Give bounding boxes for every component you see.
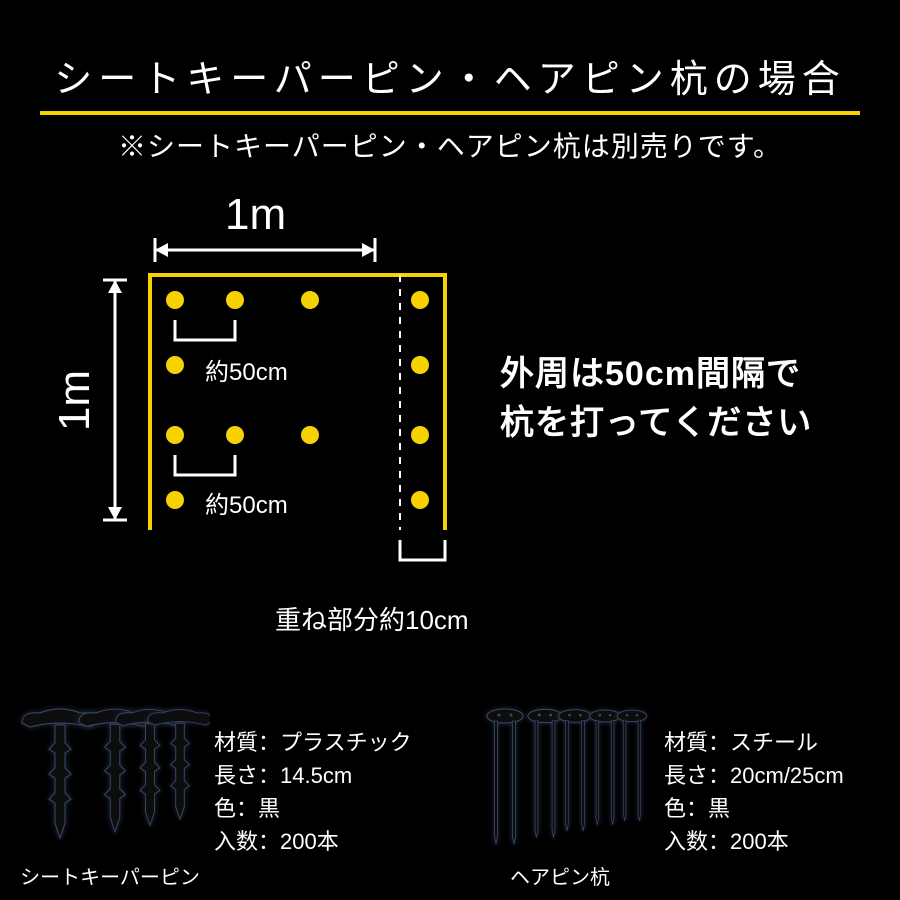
sold-separately-note: ※シートキーパーピン・ヘアピン杭は別売りです。	[0, 125, 900, 165]
layout-diagram: 1m 1m 約50cm 約50cm	[60, 210, 500, 630]
spacing-label-2: 約50cm	[205, 485, 288, 520]
page-title: シートキーパーピン・ヘアピン杭の場合	[0, 0, 900, 103]
diagram-svg	[60, 210, 500, 630]
product-row: シートキーパーピン 材質：プラスチック 長さ：14.5cm 色：黒 入数：200…	[0, 670, 900, 900]
instruction-line-1: 外周は50cm間隔で	[500, 355, 801, 393]
hairpin-specs: 材質：スチール 長さ：20cm/25cm 色：黒 入数：200本	[660, 726, 844, 888]
overlap-label: 重ね部分約10cm	[275, 600, 469, 637]
product-hairpin: ヘアピン杭 材質：スチール 長さ：20cm/25cm 色：黒 入数：200本	[450, 670, 900, 900]
spacing-label-1: 約50cm	[205, 352, 288, 387]
hairpin-caption: ヘアピン杭	[510, 861, 610, 890]
hairpin-icon: ヘアピン杭	[460, 698, 660, 888]
product-keeper-pin: シートキーパーピン 材質：プラスチック 長さ：14.5cm 色：黒 入数：200…	[0, 670, 450, 900]
keeper-pin-caption: シートキーパーピン	[20, 861, 200, 890]
instruction-line-2: 杭を打ってください	[500, 404, 812, 442]
keeper-pin-icon: シートキーパーピン	[10, 698, 210, 888]
instruction-text: 外周は50cm間隔で 杭を打ってください	[500, 350, 812, 449]
title-underline	[40, 111, 860, 115]
keeper-pin-specs: 材質：プラスチック 長さ：14.5cm 色：黒 入数：200本	[210, 726, 412, 888]
